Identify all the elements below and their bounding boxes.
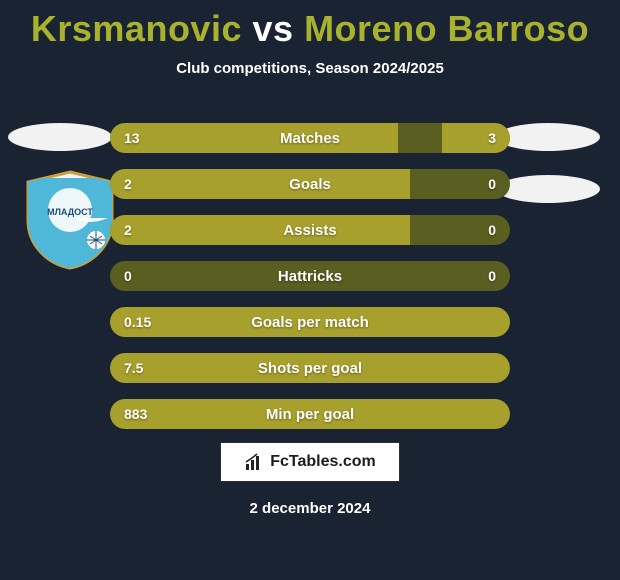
stat-label: Goals — [110, 169, 510, 199]
team-crest-left: МЛАДОСТ — [20, 170, 120, 270]
stat-label: Assists — [110, 215, 510, 245]
stat-label: Min per goal — [110, 399, 510, 429]
side-ellipse — [496, 123, 600, 151]
vs-text: vs — [253, 8, 294, 49]
stat-bar: 2Goals0 — [110, 169, 510, 199]
stat-bar: 13Matches3 — [110, 123, 510, 153]
side-ellipse — [496, 175, 600, 203]
stat-bar: 0Hattricks0 — [110, 261, 510, 291]
player2-name: Moreno Barroso — [304, 8, 589, 49]
stat-label: Matches — [110, 123, 510, 153]
stat-bar: 0.15Goals per match — [110, 307, 510, 337]
stat-value-right: 0 — [488, 261, 496, 291]
stat-value-right: 0 — [488, 215, 496, 245]
player1-name: Krsmanovic — [31, 8, 242, 49]
footer-date: 2 december 2024 — [0, 500, 620, 517]
stat-value-right: 3 — [488, 123, 496, 153]
comparison-title: Krsmanovic vs Moreno Barroso — [0, 0, 620, 50]
stat-label: Shots per goal — [110, 353, 510, 383]
chart-icon — [244, 452, 264, 472]
stat-bar: 883Min per goal — [110, 399, 510, 429]
subtitle: Club competitions, Season 2024/2025 — [0, 60, 620, 77]
stat-label: Goals per match — [110, 307, 510, 337]
side-ellipse — [8, 123, 112, 151]
stat-label: Hattricks — [110, 261, 510, 291]
svg-text:МЛАДОСТ: МЛАДОСТ — [47, 207, 93, 217]
brand-badge: FcTables.com — [220, 442, 400, 482]
stat-value-right: 0 — [488, 169, 496, 199]
stat-bars: 13Matches32Goals02Assists00Hattricks00.1… — [110, 123, 510, 445]
stat-bar: 2Assists0 — [110, 215, 510, 245]
brand-text: FcTables.com — [270, 453, 376, 471]
stat-bar: 7.5Shots per goal — [110, 353, 510, 383]
